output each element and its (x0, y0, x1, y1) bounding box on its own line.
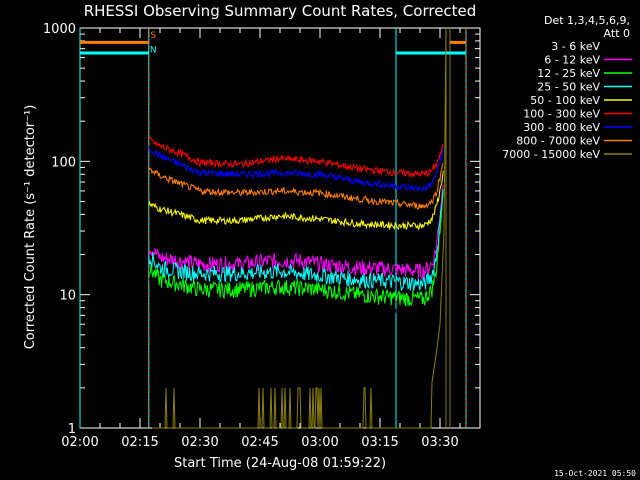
legend-label: 300 - 800 keV (523, 121, 600, 134)
legend-header-line2: Att 0 (604, 27, 630, 40)
series-line-6 (148, 145, 444, 192)
x-tick-label: 02:15 (121, 435, 158, 450)
legend-label: 3 - 6 keV (551, 40, 600, 53)
series-line-0 (148, 203, 444, 325)
legend-header-line1: Det 1,3,4,5,6,9, (544, 14, 630, 27)
y-tick-label: 1000 (43, 22, 76, 37)
legend-label: 7000 - 15000 keV (502, 148, 600, 161)
series-line-3 (148, 188, 444, 292)
x-tick-label: 03:00 (301, 435, 338, 450)
y-tick-label: 100 (51, 155, 76, 170)
legend-label: 25 - 50 keV (537, 81, 600, 94)
x-tick-label: 02:45 (241, 435, 278, 450)
y-axis-label: Corrected Count Rate (s⁻¹ detector⁻¹) (23, 105, 38, 350)
x-axis-label: Start Time (24-Aug-08 01:59:22) (174, 456, 386, 471)
x-tick-label: 03:15 (361, 435, 398, 450)
state-annotation: S (150, 31, 156, 41)
chart-title: RHESSI Observing Summary Count Rates, Co… (84, 2, 477, 20)
y-tick-label: 10 (59, 289, 76, 304)
series-line-7 (148, 163, 444, 210)
legend-label: 12 - 25 keV (537, 67, 600, 80)
y-tick-label: 1 (68, 422, 76, 437)
legend-label: 800 - 7000 keV (516, 135, 600, 148)
legend-label: 6 - 12 keV (544, 54, 600, 67)
series-line-1 (148, 184, 444, 280)
series-line-8 (152, 27, 447, 429)
footer-timestamp: 15-Oct-2021 05:50 (554, 469, 636, 478)
series-line-5 (148, 136, 444, 179)
series-line-2 (148, 192, 444, 307)
state-annotation: N (150, 46, 157, 56)
x-tick-label: 02:00 (61, 435, 98, 450)
plot-frame (79, 27, 481, 429)
legend-label: 50 - 100 keV (530, 94, 600, 107)
x-tick-label: 02:30 (181, 435, 218, 450)
series-line-4 (148, 170, 444, 231)
x-tick-label: 03:30 (421, 435, 458, 450)
legend-label: 100 - 300 keV (523, 108, 600, 121)
